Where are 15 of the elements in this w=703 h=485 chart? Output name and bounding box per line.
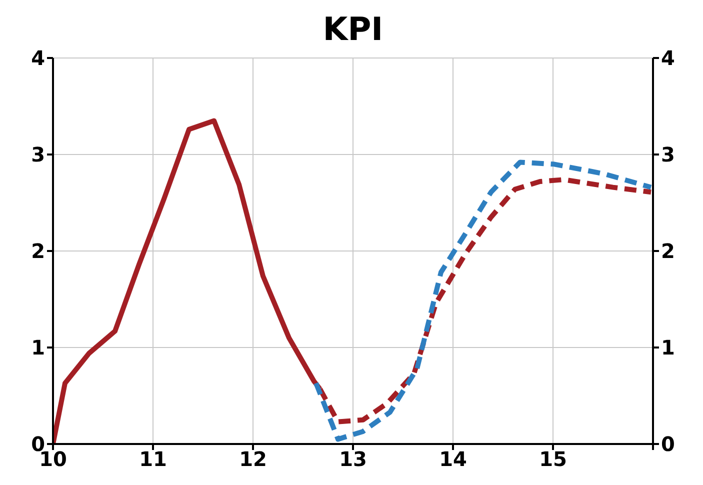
y-tick-label: 1 (31, 336, 45, 360)
y-tick-label: 4 (31, 46, 45, 70)
y2-tick-label: 1 (661, 336, 675, 360)
x-tick-label: 14 (439, 447, 467, 472)
y2-tick-label: 2 (661, 239, 675, 264)
y2-tick-label: 0 (661, 432, 675, 456)
x-tick-label: 12 (239, 447, 267, 472)
x-tick-label: 15 (539, 447, 567, 472)
y2-tick-label: 3 (661, 142, 675, 167)
x-tick-label: 13 (339, 447, 367, 472)
y-tick-label: 3 (31, 142, 45, 167)
chart-title: KPI (322, 10, 384, 48)
x-tick-label: 11 (139, 447, 167, 472)
y-tick-label: 2 (31, 239, 45, 264)
y2-tick-label: 4 (661, 46, 675, 70)
